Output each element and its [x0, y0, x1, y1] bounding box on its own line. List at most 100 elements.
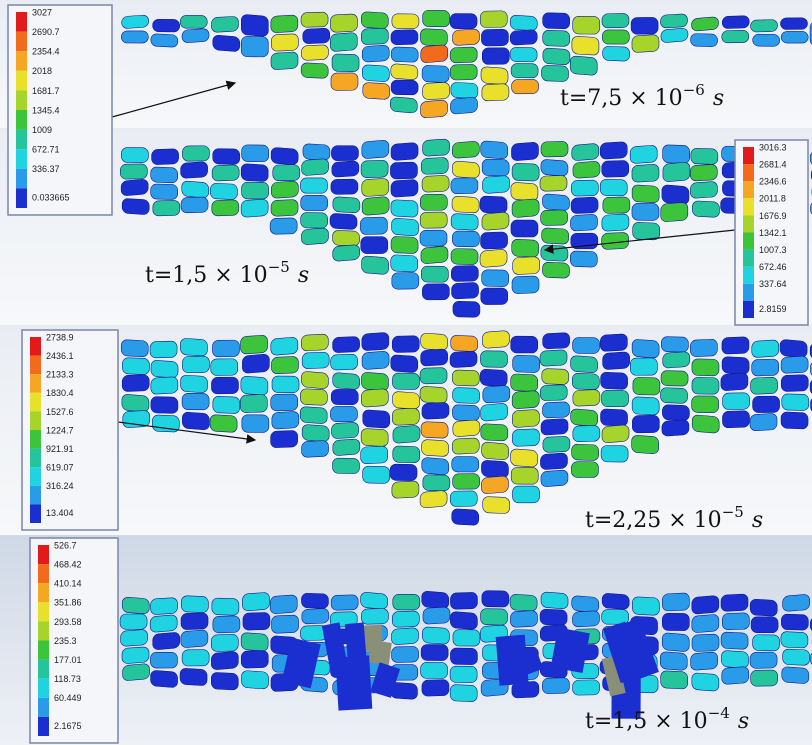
legend-swatch [38, 698, 49, 717]
mesh-tile [603, 352, 630, 370]
time-exponent: −6 [683, 81, 705, 99]
mesh-tile [153, 19, 180, 32]
legend-swatch [743, 233, 754, 250]
mesh-tile [751, 377, 778, 394]
mesh-tile [511, 336, 538, 353]
mesh-tile [390, 162, 417, 179]
mesh-tile [450, 64, 477, 80]
mesh-tile [453, 29, 480, 46]
mesh-tile [571, 355, 598, 373]
mesh-tile [752, 340, 779, 358]
mesh-tile [210, 183, 237, 199]
mesh-tile [392, 14, 419, 29]
mesh-tile [540, 175, 567, 191]
legend-swatch [38, 621, 49, 640]
mesh-tile [573, 680, 600, 695]
mesh-tile [751, 670, 778, 686]
legend-swatch [743, 284, 754, 301]
mesh-tile [692, 614, 719, 633]
mesh-tile [601, 409, 628, 427]
mesh-tile [151, 670, 178, 688]
mesh-tile [661, 28, 688, 43]
mesh-tile [453, 301, 480, 317]
mesh-tile [422, 65, 449, 82]
mesh-tile [391, 63, 418, 80]
mesh-tile [601, 445, 628, 462]
mesh-tile [332, 54, 359, 72]
legend-label: 177.01 [54, 655, 82, 665]
mesh-tile [751, 19, 778, 32]
mesh-tile [481, 288, 508, 305]
mesh-tile [301, 12, 328, 27]
mesh-tile [750, 413, 777, 431]
mesh-tile [362, 65, 389, 82]
mesh-tile [452, 370, 479, 386]
mesh-tile [333, 230, 360, 246]
mesh-tile [481, 460, 508, 478]
legend-label: 337.64 [759, 279, 787, 289]
mesh-tile [422, 627, 449, 645]
mesh-tile [122, 394, 149, 412]
mesh-tile [511, 64, 538, 78]
mesh-tile [571, 180, 598, 196]
mesh-tile [421, 246, 448, 264]
mesh-tile [422, 591, 449, 609]
mesh-tile [271, 356, 298, 374]
mesh-tile [423, 82, 450, 100]
mesh-tile [361, 28, 388, 45]
mesh-tile [781, 412, 808, 429]
legend-label: 0.033665 [32, 193, 70, 203]
legend-swatch [30, 467, 41, 486]
mesh-tile [421, 644, 448, 660]
mesh-tile [392, 646, 419, 662]
legend-swatch [16, 90, 27, 110]
legend-swatch [743, 181, 754, 198]
mesh-tile [781, 356, 808, 374]
legend-swatch [30, 337, 41, 356]
mesh-tile [242, 415, 269, 433]
mesh-tile [182, 650, 209, 666]
mesh-tile [393, 425, 420, 444]
mesh-tile [662, 613, 689, 630]
legend-label: 351.86 [54, 598, 82, 608]
mesh-tile [511, 220, 538, 237]
mesh-tile [182, 28, 209, 42]
legend-swatch [30, 430, 41, 449]
legend-label: 1007.3 [759, 245, 787, 255]
mesh-tile [151, 377, 178, 395]
legend-swatch [38, 602, 49, 621]
mesh-tile [541, 470, 568, 487]
mesh-tile [242, 592, 269, 611]
mesh-tile [391, 628, 418, 645]
time-unit: s [713, 86, 724, 111]
legend-label: 13.404 [46, 508, 74, 518]
mesh-tile [543, 402, 570, 418]
legend-label: 336.37 [32, 164, 60, 174]
mesh-tile [570, 56, 597, 76]
legend-label: 2133.3 [46, 370, 74, 380]
mesh-tile [450, 666, 477, 682]
mesh-tile [391, 179, 418, 197]
mesh-tile [542, 194, 569, 211]
legend-label: 672.71 [32, 145, 60, 155]
mesh-tile [242, 182, 269, 199]
mesh-tile [451, 213, 478, 230]
mesh-tile [481, 403, 508, 422]
mesh-tile [512, 486, 539, 503]
mesh-tile [452, 282, 479, 299]
mesh-tile [510, 15, 537, 31]
mesh-tile [692, 396, 719, 413]
legend-label: 672.46 [759, 262, 787, 272]
mesh-tile [452, 141, 479, 159]
mesh-tile [482, 442, 509, 460]
mesh-tile [301, 63, 328, 79]
mesh-tile [630, 145, 657, 164]
mesh-tile [363, 466, 390, 483]
mesh-tile [690, 164, 717, 181]
legend-swatch [38, 564, 49, 583]
mesh-tile [542, 228, 569, 245]
time-exponent: −5 [722, 503, 744, 521]
mesh-tile [333, 439, 360, 456]
legend-label: 468.42 [54, 559, 82, 569]
mesh-tile [301, 213, 328, 229]
